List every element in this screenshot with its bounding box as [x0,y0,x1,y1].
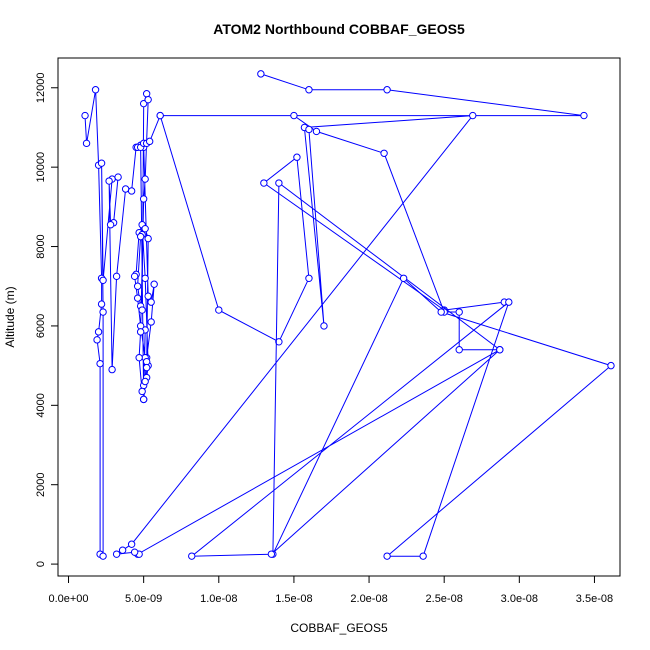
y-tick-label: 6000 [35,314,47,338]
data-point [607,361,615,370]
x-tick-label: 0.0e+00 [48,593,88,605]
data-point [96,359,104,368]
x-tick-label: 1.5e-08 [275,593,312,605]
x-tick-label: 3.0e-08 [501,593,538,605]
data-point [139,195,148,203]
data-point [138,306,146,314]
data-point [267,550,276,558]
series-line-2 [116,73,613,557]
data-point [112,550,121,558]
data-point [133,282,142,290]
data-point [138,387,146,396]
data-point [399,274,408,282]
data-point [121,185,130,193]
data-point [141,224,149,233]
data-point [93,336,101,344]
data-point [188,552,196,560]
data-point [136,328,145,336]
data-point [380,149,388,157]
data-point [142,357,151,366]
data-point [81,111,89,120]
data-point [419,552,427,560]
data-point [97,300,106,308]
data-point [469,111,477,120]
y-axis-label: Altitude (m) [3,286,17,347]
data-point [127,187,136,195]
data-point [139,99,148,108]
data-point [144,95,152,104]
x-tick-label: 2.0e-08 [350,593,387,605]
data-point [496,346,504,354]
data-point [136,322,145,330]
data-point [305,86,313,94]
data-point [105,177,113,185]
plot-area [81,70,615,560]
chart-title: ATOM2 Northbound COBBAF_GEOS5 [213,21,465,37]
data-point [257,70,265,78]
data-point [290,111,298,120]
data-point [141,377,149,386]
data-point [305,274,313,282]
data-point [383,86,391,94]
data-point [139,395,148,404]
data-point [99,308,107,316]
data-point [260,179,268,187]
data-point [455,308,463,316]
data-point [142,363,151,372]
data-point [91,86,100,94]
data-point [293,153,301,161]
data-point [150,280,158,288]
y-tick-label: 4000 [35,393,47,417]
data-point [455,346,463,354]
x-axis-label: COBBAF_GEOS5 [290,621,388,635]
data-point [133,294,142,302]
x-tick-label: 5.0e-09 [125,593,162,605]
data-point [437,308,445,316]
data-point [130,548,139,556]
data-point [142,90,151,98]
data-point [118,546,127,554]
data-point [312,127,321,136]
data-point [127,540,136,548]
data-point [94,328,103,336]
data-point [82,139,91,148]
y-axis: 0 2000 4000 6000 8000 10000 12000 [35,72,59,567]
data-point [112,272,121,281]
x-tick-label: 2.5e-08 [426,593,463,605]
data-point [130,272,139,281]
data-point [144,292,152,300]
y-tick-label: 8000 [35,234,47,258]
data-point [99,276,107,284]
data-point [141,175,149,183]
data-point [147,298,155,306]
data-point [97,159,106,167]
data-point [383,552,391,560]
data-point [505,298,513,306]
x-tick-label: 1.0e-08 [200,593,237,605]
data-point [580,111,588,120]
x-tick-label: 3.5e-08 [576,593,613,605]
y-tick-label: 0 [35,561,47,567]
y-tick-label: 2000 [35,472,47,496]
data-point [106,221,115,229]
data-point [144,234,152,243]
data-point [141,274,149,282]
data-point [305,125,313,134]
data-point [147,318,155,326]
data-point [320,322,328,330]
data-point [156,111,164,120]
data-point [99,552,107,560]
data-point [135,353,143,362]
data-point [136,232,145,241]
data-point [275,179,283,187]
y-tick-label: 10000 [35,152,47,183]
y-tick-label: 12000 [35,72,47,103]
x-axis: 0.0e+00 5.0e-09 1.0e-08 1.5e-08 2.0e-08 2.5e-… [48,575,613,605]
data-point [215,306,223,314]
data-point [145,137,154,146]
data-point [114,173,122,181]
data-point [275,338,283,346]
data-point [108,365,116,374]
